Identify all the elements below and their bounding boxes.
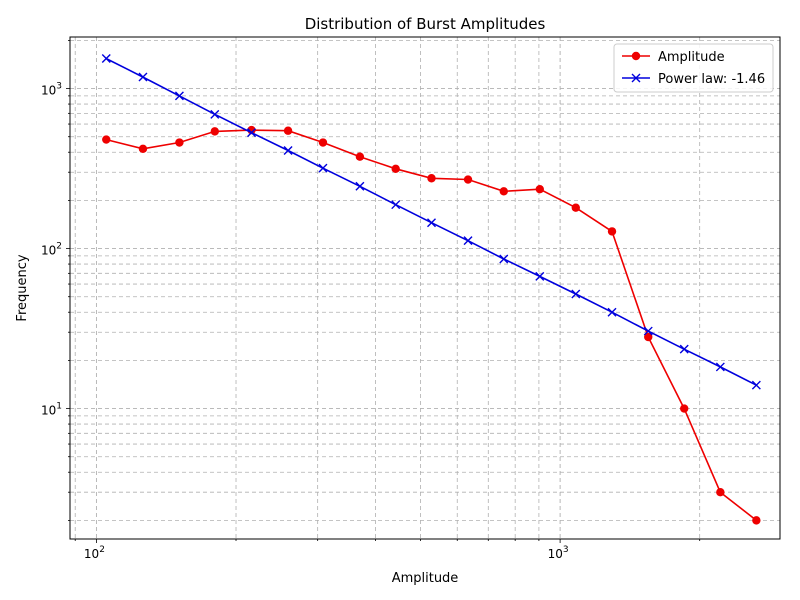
y-tick-label: 102 [41,242,62,258]
data-point-circle [752,516,761,525]
data-point-x [391,200,401,210]
legend-box [613,43,774,93]
data-point-circle [499,187,508,196]
data-point-circle [427,174,436,183]
data-point-circle [283,126,293,135]
data-point-x [571,289,581,299]
grid-minor [70,37,780,539]
legend: Amplitude Power law: -1.46 [613,43,774,93]
data-point-circle [463,175,473,184]
data-point-x [174,91,184,101]
legend-label-power-law: Power law: -1.46 [658,72,765,87]
data-point-x [679,344,689,354]
y-axis-label: Frequency [15,254,30,321]
plot-frame [69,36,781,540]
data-point-x [355,181,365,191]
data-point-x [607,307,617,317]
data-point-circle [391,164,400,174]
data-point-x [643,326,653,336]
data-point-circle [571,203,580,212]
x-tick-label: 103 [548,545,569,561]
data-point-x [210,109,220,119]
data-point-x [318,163,328,173]
data-point-x [715,362,725,372]
data-point-x [463,236,473,246]
data-point-circle [607,227,617,236]
data-point-circle [644,332,653,342]
data-point-circle [680,404,689,413]
data-point-circle [138,144,148,154]
data-point-x [535,271,545,281]
axis-ticks: 102 103 101 102 103 [41,39,701,561]
data-point-x [283,146,293,156]
series-layer [101,54,761,525]
data-point-circle [102,135,111,144]
data-point-x [247,128,257,138]
x-tick-label: 102 [84,545,105,561]
data-point-circle [318,138,328,147]
data-point-circle [175,138,184,147]
data-point-x [101,54,111,64]
legend-marker-amplitude [631,51,641,61]
x-axis-label: Amplitude [392,571,459,586]
y-tick-label: 103 [41,82,62,98]
data-point-circle [716,488,725,497]
y-tick-label: 101 [41,402,62,418]
data-point-x [427,218,436,228]
legend-marker-power-law [631,73,641,83]
data-point-circle [210,127,219,136]
data-point-circle [355,152,365,161]
data-point-x [499,254,509,264]
data-point-x [138,72,148,82]
data-point-x [751,380,761,390]
legend-label-amplitude: Amplitude [658,50,725,65]
chart-title: Distribution of Burst Amplitudes [305,15,546,33]
data-point-circle [535,184,544,194]
